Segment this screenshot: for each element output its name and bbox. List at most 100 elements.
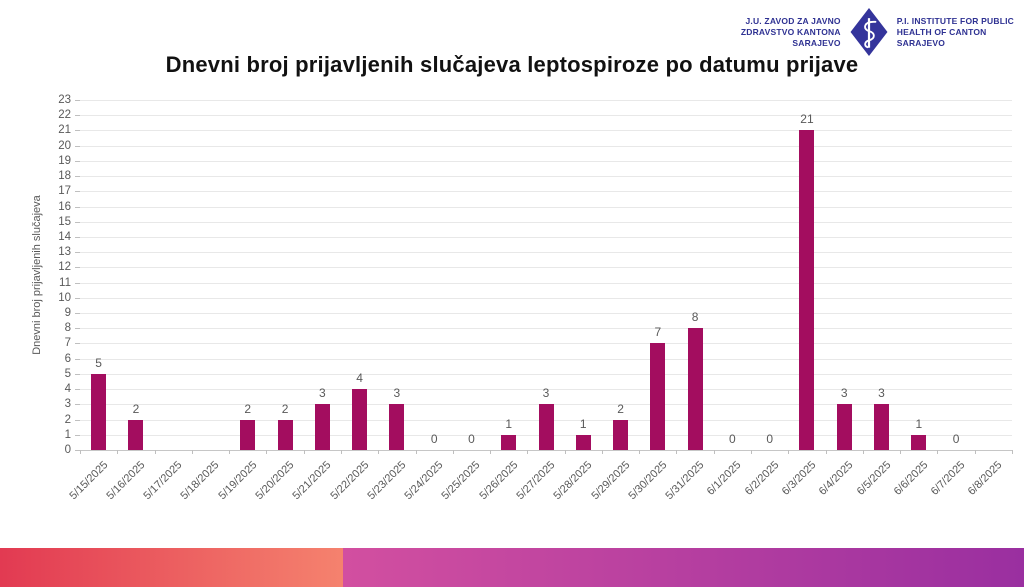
x-tick-label: 5/29/2025: [588, 459, 633, 503]
y-tick-label: 16: [58, 200, 71, 213]
x-tick: [154, 450, 156, 454]
x-tick: [676, 450, 678, 454]
x-tick-label: 5/24/2025: [402, 459, 446, 503]
y-tick-label: 21: [58, 124, 71, 137]
x-tick: [937, 450, 939, 454]
bar: [575, 434, 591, 450]
gridline: [80, 373, 1012, 375]
gridline: [80, 160, 1012, 162]
bar: [799, 130, 815, 450]
y-tick-label: 22: [58, 109, 71, 122]
y-tick: [75, 328, 80, 330]
logo-line: ZDRAVSTVO KANTONA: [740, 26, 841, 37]
y-tick: [75, 358, 80, 360]
y-tick: [75, 115, 80, 117]
x-tick-label: 5/26/2025: [477, 459, 521, 503]
y-tick: [75, 373, 80, 375]
bar-value-label: 2: [244, 401, 252, 416]
y-tick-label: 8: [64, 322, 71, 335]
y-tick: [75, 100, 80, 101]
bar-value-label: 0: [952, 432, 960, 446]
y-tick: [75, 282, 80, 284]
gridline: [80, 252, 1012, 254]
x-tick: [862, 450, 864, 454]
bar-value-label: 3: [393, 386, 401, 401]
y-tick-label: 7: [64, 337, 71, 350]
bar-value-label: 21: [800, 112, 814, 127]
bar: [911, 434, 927, 450]
y-tick: [75, 130, 80, 132]
y-tick-label: 4: [64, 383, 71, 396]
x-tick-label: 6/4/2025: [816, 459, 856, 498]
bar: [874, 404, 890, 450]
bar-value-label: 8: [691, 310, 699, 325]
bar-value-label: 3: [542, 386, 550, 401]
y-tick: [75, 145, 80, 147]
logo-diamond-icon: [850, 8, 888, 56]
gridline: [80, 236, 1012, 238]
bar-value-label: 2: [132, 401, 140, 416]
gridline: [80, 115, 1012, 117]
x-tick: [415, 450, 417, 454]
logo-line: P.I. INSTITUTE FOR PUBLIC: [896, 15, 1014, 26]
logo-line: SARAJEVO: [792, 37, 841, 48]
x-tick-label: 6/6/2025: [891, 459, 931, 498]
x-tick-label: 5/16/2025: [104, 459, 148, 503]
footer-band-right: [343, 548, 1024, 587]
gridline: [80, 191, 1012, 193]
gridline: [80, 267, 1012, 269]
gridline: [80, 328, 1012, 330]
x-axis-line: [80, 450, 1012, 451]
bar: [650, 343, 666, 450]
x-tick: [378, 450, 380, 454]
y-tick: [75, 160, 80, 162]
x-tick-label: 5/25/2025: [439, 459, 483, 503]
y-tick: [75, 176, 80, 178]
bar: [128, 419, 144, 450]
gridline: [80, 206, 1012, 208]
y-tick-label: 17: [58, 185, 71, 198]
y-tick-label: 0: [64, 444, 71, 456]
x-tick-label: 5/18/2025: [178, 459, 222, 503]
x-tick-label: 5/21/2025: [290, 459, 334, 503]
x-tick-label: 5/23/2025: [365, 459, 409, 503]
y-tick-label: 11: [59, 276, 71, 289]
x-tick-label: 5/15/2025: [67, 459, 111, 503]
x-tick: [303, 450, 305, 454]
y-tick-label: 14: [58, 230, 71, 243]
x-tick: [601, 450, 603, 454]
x-tick: [974, 450, 976, 454]
bar: [91, 373, 107, 450]
y-tick-label: 3: [64, 398, 71, 411]
x-tick-label: 5/30/2025: [626, 459, 670, 503]
logo-text-bosnian: J.U. ZAVOD ZA JAVNO ZDRAVSTVO KANTONA SA…: [741, 16, 841, 49]
x-tick-label: 5/20/2025: [253, 459, 297, 503]
y-tick: [75, 267, 80, 269]
y-tick: [75, 236, 80, 238]
y-tick: [75, 343, 80, 345]
bar-value-label: 1: [579, 416, 587, 431]
x-tick: [229, 450, 231, 454]
x-tick-label: 5/31/2025: [663, 459, 707, 503]
x-tick: [1012, 450, 1013, 454]
x-tick: [266, 450, 268, 454]
x-tick: [452, 450, 454, 454]
bar-value-label: 0: [729, 432, 736, 446]
x-tick: [80, 450, 81, 454]
org-logo: J.U. ZAVOD ZA JAVNO ZDRAVSTVO KANTONA SA…: [741, 8, 1014, 56]
y-tick: [75, 389, 80, 391]
y-tick-label: 12: [58, 261, 71, 274]
chart-title: Dnevni broj prijavljenih slučajeva lepto…: [165, 52, 859, 77]
x-tick-label: 6/2/2025: [742, 459, 782, 498]
y-tick-label: 10: [58, 291, 71, 304]
bar-value-label: 3: [840, 386, 848, 401]
x-tick: [825, 450, 827, 454]
bar-value-label: 3: [318, 386, 326, 401]
x-tick: [900, 450, 902, 454]
x-tick-label: 6/8/2025: [966, 459, 1005, 498]
gridline: [80, 297, 1012, 299]
bar: [538, 404, 554, 450]
y-tick: [75, 206, 80, 208]
y-tick: [75, 221, 80, 223]
bar: [613, 419, 629, 450]
